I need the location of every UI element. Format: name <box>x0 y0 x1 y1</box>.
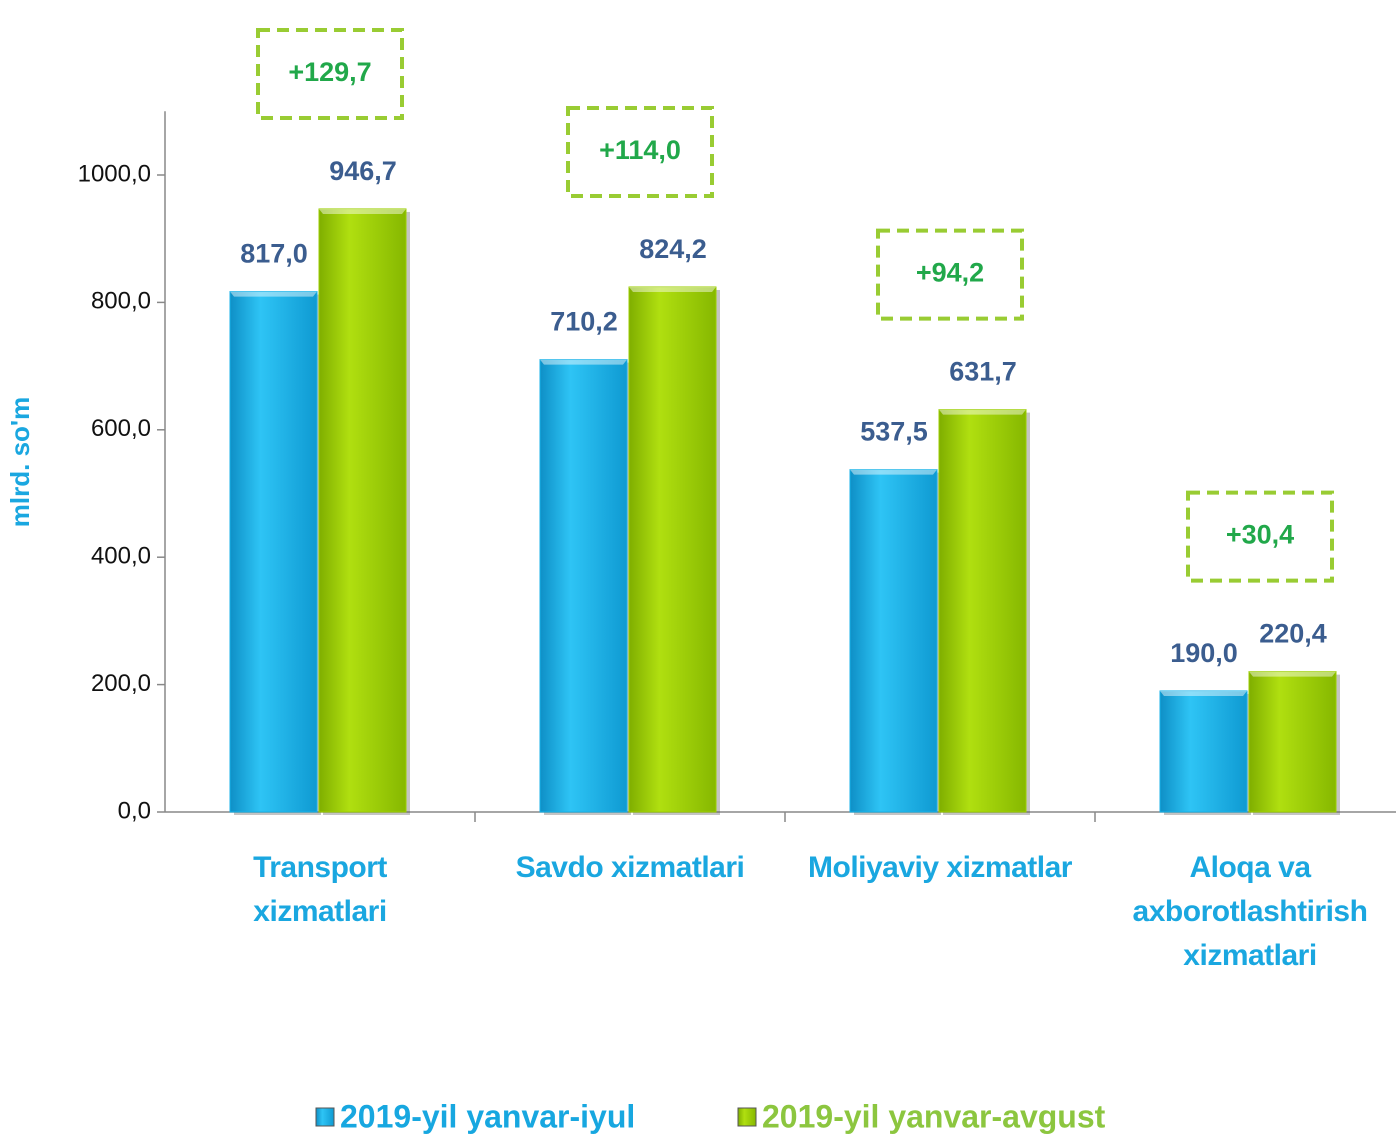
x-tick-label: Savdo xizmatlari <box>515 851 745 884</box>
annotation: +129,7 <box>288 57 371 87</box>
annotation: +30,4 <box>1226 520 1294 550</box>
legend-swatch <box>315 1107 335 1127</box>
bar-top <box>850 469 937 475</box>
value-label: 537,5 <box>860 417 928 447</box>
y-tick-label: 600,0 <box>91 415 151 442</box>
y-axis-label: mlrd. so'm <box>5 397 35 527</box>
legend-label: 2019-yil yanvar-avgust <box>762 1098 1106 1134</box>
annotation-box <box>566 105 714 198</box>
bar-top <box>629 286 716 292</box>
y-tick-label: 400,0 <box>91 543 151 570</box>
y-tick-label: 200,0 <box>91 670 151 697</box>
value-label: 190,0 <box>1170 638 1238 668</box>
bar-top <box>230 291 317 297</box>
annotation-box <box>256 27 404 120</box>
annotation: +114,0 <box>599 135 681 165</box>
bar-top <box>540 359 627 365</box>
bar <box>1248 671 1337 813</box>
annotation-box <box>876 228 1024 321</box>
bar-top <box>319 208 406 214</box>
bar <box>628 286 717 813</box>
value-label: 824,2 <box>639 234 707 264</box>
bar <box>1159 690 1248 813</box>
bar-top <box>939 409 1026 415</box>
value-label: 631,7 <box>949 357 1017 387</box>
x-tick-label: Moliyaviy xizmatlar <box>808 851 1072 884</box>
bar <box>849 469 938 813</box>
x-tick-label: Aloqa va axborotlashtirish xizmatlari <box>1132 851 1368 972</box>
bar-top <box>1160 690 1247 696</box>
bar <box>318 208 407 813</box>
annotation: +94,2 <box>916 258 984 288</box>
legend-swatch <box>737 1107 757 1127</box>
legend-label: 2019-yil yanvar-iyul <box>340 1098 635 1134</box>
value-label: 946,7 <box>329 156 397 186</box>
bar <box>539 359 628 813</box>
bar-top <box>1249 671 1336 677</box>
x-tick-label: Transport xizmatlari <box>253 851 387 928</box>
value-label: 817,0 <box>240 239 308 269</box>
value-label: 710,2 <box>550 307 618 337</box>
value-label: 220,4 <box>1259 619 1327 649</box>
annotation-box <box>1186 490 1334 583</box>
y-tick-label: 0,0 <box>118 797 151 824</box>
bar <box>229 291 318 813</box>
y-tick-label: 1000,0 <box>78 160 151 187</box>
bar <box>938 409 1027 813</box>
y-tick-label: 800,0 <box>91 288 151 315</box>
